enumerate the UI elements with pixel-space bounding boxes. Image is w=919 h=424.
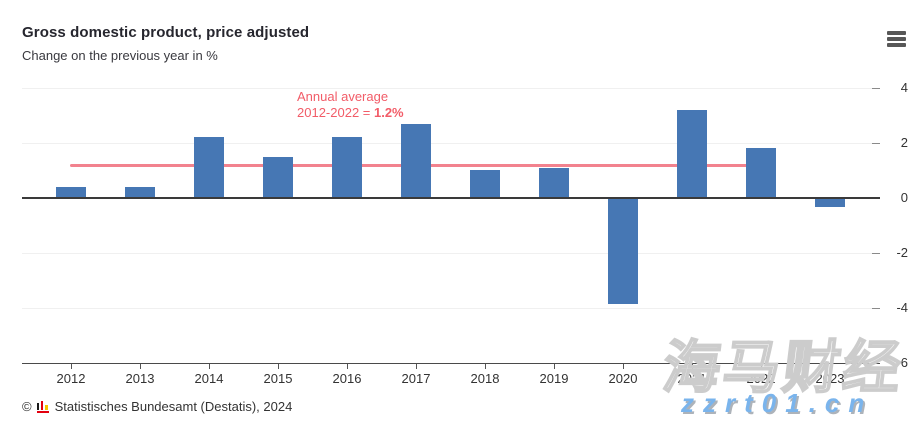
y-axis-label: -2 bbox=[896, 245, 908, 260]
y-axis-tick bbox=[872, 143, 880, 144]
y-axis-tick bbox=[872, 88, 880, 89]
x-axis-label-2018: 2018 bbox=[470, 371, 500, 386]
x-axis-label-2016: 2016 bbox=[332, 371, 362, 386]
x-axis-line bbox=[22, 363, 880, 364]
x-axis-tick bbox=[71, 364, 72, 369]
x-axis-tick bbox=[761, 364, 762, 369]
y-axis-label: -6 bbox=[896, 355, 908, 370]
x-axis-tick bbox=[623, 364, 624, 369]
hamburger-bar bbox=[887, 43, 906, 47]
average-annotation-line1: Annual average bbox=[297, 89, 389, 104]
x-axis-label-2019: 2019 bbox=[539, 371, 569, 386]
x-axis-label-2021: 2021 bbox=[677, 371, 707, 386]
bar-2020[interactable] bbox=[608, 199, 638, 304]
y-axis-label: -4 bbox=[896, 300, 908, 315]
chart-title: Gross domestic product, price adjusted bbox=[22, 24, 310, 41]
gridline bbox=[22, 88, 880, 89]
y-axis-label: 4 bbox=[900, 80, 908, 95]
gridline bbox=[22, 253, 880, 254]
x-axis-tick bbox=[485, 364, 486, 369]
hamburger-bar bbox=[887, 37, 906, 41]
x-axis-tick bbox=[347, 364, 348, 369]
x-axis-tick bbox=[278, 364, 279, 369]
average-annotation: Annual average 2012-2022 = 1.2% bbox=[297, 89, 404, 121]
x-axis-label-2017: 2017 bbox=[401, 371, 431, 386]
gridline bbox=[22, 143, 880, 144]
bar-2013[interactable] bbox=[125, 187, 155, 198]
gridline bbox=[22, 308, 880, 309]
y-axis-label: 2 bbox=[900, 135, 908, 150]
bar-2015[interactable] bbox=[263, 157, 293, 198]
bar-2017[interactable] bbox=[401, 124, 431, 198]
x-axis-tick bbox=[140, 364, 141, 369]
copyright-symbol: © bbox=[22, 399, 32, 414]
x-axis-label-2022: 2022 bbox=[746, 371, 776, 386]
average-annotation-line2: 2012-2022 = 1.2% bbox=[297, 105, 404, 120]
bar-2014[interactable] bbox=[194, 137, 224, 198]
hamburger-bar bbox=[887, 31, 906, 35]
hamburger-menu-icon[interactable] bbox=[887, 31, 906, 49]
bar-2023[interactable] bbox=[815, 199, 845, 207]
bar-2018[interactable] bbox=[470, 170, 500, 198]
y-axis-tick bbox=[872, 308, 880, 309]
x-axis-tick bbox=[209, 364, 210, 369]
source-text: Statistisches Bundesamt (Destatis), 2024 bbox=[54, 399, 293, 414]
x-axis-label-2014: 2014 bbox=[194, 371, 224, 386]
x-axis-tick bbox=[416, 364, 417, 369]
y-axis-tick bbox=[872, 253, 880, 254]
x-axis-tick bbox=[830, 364, 831, 369]
y-axis-label: 0 bbox=[900, 190, 908, 205]
zero-line bbox=[22, 197, 880, 199]
source-line: © Statistisches Bundesamt (Destatis), 20… bbox=[22, 399, 292, 414]
x-axis-label-2015: 2015 bbox=[263, 371, 293, 386]
x-axis-label-2023: 2023 bbox=[815, 371, 845, 386]
x-axis-label-2013: 2013 bbox=[125, 371, 155, 386]
x-axis-label-2012: 2012 bbox=[56, 371, 86, 386]
bar-2016[interactable] bbox=[332, 137, 362, 198]
bar-2019[interactable] bbox=[539, 168, 569, 198]
destatis-logo-icon bbox=[36, 400, 50, 413]
bar-2012[interactable] bbox=[56, 187, 86, 198]
bar-2022[interactable] bbox=[746, 148, 776, 198]
x-axis-tick bbox=[692, 364, 693, 369]
bar-2021[interactable] bbox=[677, 110, 707, 198]
chart-subtitle: Change on the previous year in % bbox=[22, 48, 218, 63]
x-axis-label-2020: 2020 bbox=[608, 371, 638, 386]
x-axis-tick bbox=[554, 364, 555, 369]
average-value: 1.2% bbox=[373, 105, 404, 120]
